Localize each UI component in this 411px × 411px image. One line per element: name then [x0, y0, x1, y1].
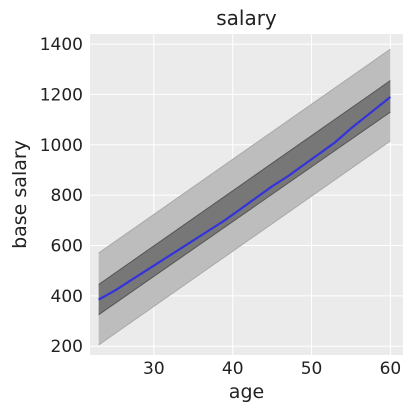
mean-line	[98, 96, 392, 301]
series-lines	[98, 96, 392, 301]
inner-band-upper-edge	[98, 80, 391, 285]
x-tick-label: 50	[301, 359, 323, 379]
y-tick-label: 800	[51, 186, 83, 206]
y-tick-label: 400	[51, 287, 83, 307]
chart-title: salary	[216, 6, 277, 30]
x-tick-label: 30	[143, 359, 165, 379]
y-tick-label: 1200	[40, 85, 83, 105]
y-tick-label: 600	[51, 236, 83, 256]
tick-labels: 30 40 50 60 200 400 600 800 1000 1200 1400	[40, 35, 401, 379]
y-axis-label: base salary	[9, 140, 31, 249]
y-tick-label: 200	[51, 337, 83, 357]
y-tick-label: 1000	[40, 136, 83, 156]
x-tick-label: 60	[380, 359, 402, 379]
x-tick-label: 40	[222, 359, 244, 379]
inner-band-lower-edge	[98, 111, 391, 316]
uncertainty-bands	[98, 48, 391, 346]
y-tick-label: 1400	[40, 35, 83, 55]
inner-band	[98, 80, 391, 315]
outer-band-lower-edge	[98, 140, 391, 346]
x-axis-label: age	[229, 381, 264, 403]
outer-band-upper-edge	[98, 48, 391, 254]
